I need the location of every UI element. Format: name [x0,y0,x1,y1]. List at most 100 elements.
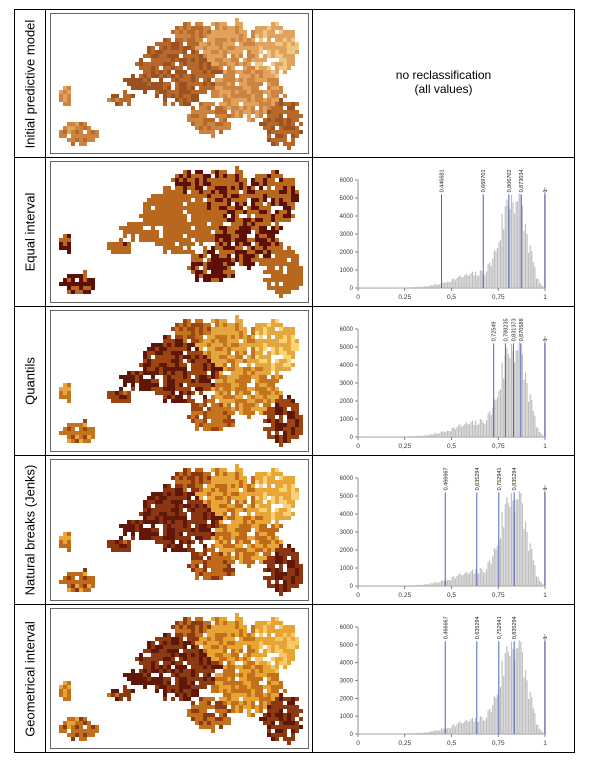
break-label: 0,752941 [497,467,503,490]
histogram-bar [431,731,433,734]
histogram-bar [428,286,430,288]
x-tick-label: 1 [543,443,547,450]
histogram-chart: 0 1000 2000 3000 4000 5000 6000 0 0,25 0,5 0,75 1 0,… [340,616,549,747]
histogram-bar [418,435,421,437]
histogram-bar [403,585,405,586]
histogram-bar [456,278,458,288]
x-tick-label: 0,5 [447,294,456,301]
histogram-bar [534,564,536,586]
histogram-bar [478,573,480,586]
histogram-bar [372,436,374,437]
histogram-bar [471,717,474,734]
histogram-bar [504,652,506,734]
histogram-bar [389,436,391,437]
histogram-bar [412,287,414,288]
histogram-bar [451,725,453,734]
break-label: 0,873034 [519,169,525,192]
histogram-bar [394,287,396,288]
histogram-bar [512,500,514,586]
histogram-bar [394,733,396,734]
x-tick-label: 0,25 [398,443,411,450]
histogram-bar [534,266,536,288]
histogram-bar [450,580,452,586]
histogram-bar [404,436,407,437]
histogram-bar [372,733,374,734]
histogram-bar [434,433,436,437]
histogram-bar [514,362,516,437]
histogram-bar [431,434,433,437]
histogram-bar [479,418,481,437]
histogram-bar [415,584,418,586]
histogram-bar [384,733,386,734]
histogram-bar [535,427,538,437]
histogram-bar [406,585,408,586]
histogram-bar [442,282,444,288]
histogram-bar [507,503,509,586]
histogram-bar [448,728,450,734]
y-tick-label: 6000 [340,178,354,184]
histogram-bar [524,521,527,586]
histogram-bar [478,424,480,437]
histogram-bar [538,729,541,734]
y-tick-label: 2000 [340,548,354,554]
histogram-bar [461,277,463,288]
histogram-bar [361,436,363,437]
histogram-bar [414,733,416,734]
histogram-bar [375,436,377,437]
histogram-bar [431,583,433,586]
y-tick-label: 4000 [340,661,354,667]
histogram-bar [367,436,369,437]
histogram-bar [414,287,416,288]
histogram-chart: 0 1000 2000 3000 4000 5000 6000 0 0,25 0,5 0,75 1 0,… [340,467,549,599]
histogram-bar [381,287,383,288]
histogram-bar [524,372,527,437]
histogram-bar [454,280,456,288]
y-tick-label: 0 [350,435,354,441]
histogram-bar [518,193,520,288]
histogram-bar [517,350,519,437]
histogram-bar [390,287,393,288]
histogram-bar [515,201,517,288]
histogram-bar [506,497,508,586]
histogram-bar [503,378,505,437]
histogram-bar [408,287,410,288]
histogram-bar [376,287,379,288]
histogram-bar [532,262,534,288]
histogram-bar [482,720,485,734]
histogram-bar [487,413,489,437]
histogram-bar [540,284,542,288]
histogram-bar [535,724,538,734]
histogram-bar [433,583,435,586]
histogram-bar [476,276,478,288]
histogram-bar [450,282,452,288]
histogram-bar [515,350,517,437]
histogram-bar [381,436,383,437]
histogram-bar [378,436,380,437]
histogram-bar [489,411,491,437]
break-label: 0,835294 [512,616,518,639]
histogram-bar [397,585,399,586]
break-label: 0,831373 [511,318,517,341]
histogram-bar [531,697,533,734]
y-tick-label: 0 [350,732,354,738]
histogram-bar [415,435,418,437]
histogram-bar [468,424,470,437]
histogram-bar [418,286,421,288]
map-cell [46,158,313,306]
histogram-bar [415,286,418,288]
histogram-bar [436,582,438,586]
histogram-bar [409,585,411,586]
histogram-bar [470,421,472,437]
histogram-bar [420,732,422,734]
histogram-bar [473,573,475,586]
histogram-cell: 0 1000 2000 3000 4000 5000 6000 0 0,25 0,5 0,75 1 0,… [313,605,574,752]
histogram-bar [442,728,444,734]
histogram-bar [448,580,450,586]
histogram-bar [478,275,480,288]
y-tick-label: 3000 [340,232,354,238]
histogram-bar [521,205,523,288]
y-tick-label: 1000 [340,417,354,423]
histogram-bar [380,287,382,288]
histogram-bar [496,545,499,586]
histogram-bar [510,492,513,586]
